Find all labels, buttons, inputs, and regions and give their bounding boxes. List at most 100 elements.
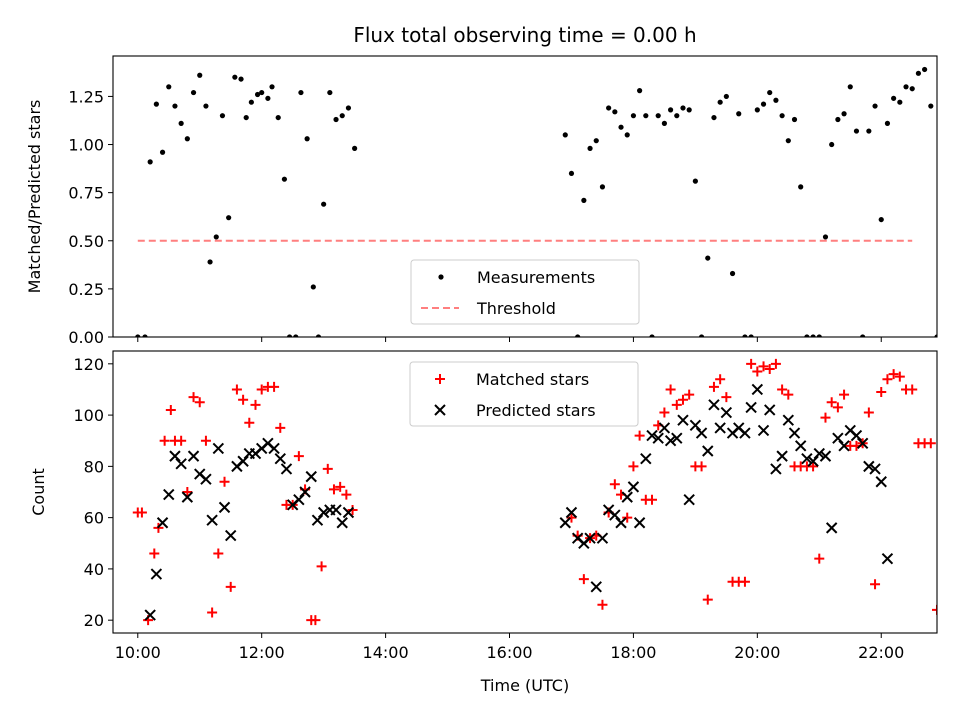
data-point	[621, 491, 633, 503]
data-point	[739, 576, 750, 587]
data-point	[745, 401, 757, 414]
legend: Matched stars Predicted stars	[409, 361, 639, 427]
data-point	[637, 88, 643, 94]
data-point	[330, 504, 342, 516]
data-point	[932, 604, 937, 615]
data-point	[628, 461, 639, 472]
data-point	[624, 132, 630, 138]
data-point	[172, 103, 178, 109]
data-point	[178, 120, 184, 126]
data-point	[630, 113, 637, 119]
data-point	[875, 476, 887, 488]
data-point	[609, 479, 620, 490]
data-point	[869, 463, 881, 475]
data-point	[850, 429, 863, 442]
data-point	[315, 334, 322, 337]
data-point	[783, 389, 794, 400]
y-tick-label: 0.75	[68, 184, 104, 203]
data-point	[596, 532, 609, 544]
data-point	[606, 105, 612, 111]
data-point	[336, 517, 348, 529]
data-point	[342, 506, 355, 519]
legend-label: Threshold	[476, 299, 556, 318]
data-point	[281, 176, 288, 182]
data-point	[714, 422, 726, 434]
data-point	[773, 97, 779, 103]
data-point	[814, 553, 825, 564]
data-point	[333, 116, 339, 123]
data-point	[197, 72, 203, 78]
data-point	[559, 517, 571, 529]
data-point	[907, 384, 918, 395]
y-tick-label: 100	[73, 406, 104, 425]
data-point	[317, 506, 330, 519]
data-point	[293, 451, 304, 462]
data-point	[587, 145, 593, 151]
series-predicted-stars	[144, 383, 894, 621]
data-point	[746, 358, 757, 369]
data-point	[711, 114, 717, 121]
count-panel: 20 40 60 80 100 120 10:00 12:00 14:00 16:00 18:00 2…	[29, 350, 938, 695]
data-point	[758, 361, 769, 372]
data-point	[207, 259, 213, 265]
data-point	[655, 113, 661, 119]
data-point	[200, 473, 212, 485]
data-point	[575, 334, 581, 337]
ratio-panel: 0.00 0.25 0.50 0.75 1.00 1.25 Matched/Predicte…	[25, 55, 946, 347]
data-point	[708, 381, 719, 392]
axes-frame	[112, 55, 938, 338]
data-point	[664, 435, 677, 447]
data-point	[807, 455, 819, 467]
data-point	[723, 93, 729, 100]
axes-frame	[112, 350, 938, 634]
legend-label: Measurements	[477, 268, 595, 287]
data-point	[667, 107, 674, 113]
data-point	[680, 105, 686, 111]
data-point	[187, 450, 200, 462]
data-point	[321, 201, 327, 207]
legend-box	[409, 361, 639, 427]
data-point	[182, 487, 193, 497]
data-point	[212, 442, 225, 455]
y-axis-label: Count	[29, 468, 48, 516]
data-point	[894, 371, 905, 382]
y-axis-label: Matched/Predicted stars	[25, 100, 44, 294]
data-point	[934, 334, 937, 337]
data-point	[829, 141, 835, 148]
legend-label: Predicted stars	[476, 401, 596, 420]
data-point	[928, 103, 934, 109]
y-tick-label: 1.00	[68, 136, 104, 155]
data-point	[584, 532, 596, 544]
data-point	[150, 568, 163, 580]
data-point	[352, 145, 358, 151]
x-tick-label: 10:00	[115, 643, 161, 662]
data-point	[565, 506, 578, 519]
data-point	[715, 374, 726, 385]
data-point	[891, 95, 897, 101]
data-point	[915, 70, 922, 76]
data-point	[622, 512, 633, 523]
data-point	[627, 481, 640, 493]
data-point	[213, 548, 224, 559]
x-tick-label: 18:00	[610, 643, 656, 662]
data-point	[159, 149, 166, 155]
data-point	[176, 435, 187, 446]
data-point	[322, 463, 333, 474]
legend-marker	[438, 274, 444, 280]
data-point	[649, 334, 655, 337]
data-point	[633, 517, 646, 529]
data-point	[671, 432, 683, 444]
data-point	[232, 74, 238, 80]
data-point	[597, 599, 608, 610]
data-point	[909, 86, 915, 92]
y-tick-label: 0.50	[68, 232, 104, 251]
data-point	[702, 445, 714, 457]
data-point	[925, 438, 936, 449]
data-point	[304, 136, 310, 142]
data-point	[752, 366, 763, 377]
legend-marker	[435, 374, 445, 384]
data-point	[941, 334, 946, 339]
data-point	[903, 84, 909, 90]
data-point	[269, 84, 275, 90]
data-point	[804, 334, 810, 337]
